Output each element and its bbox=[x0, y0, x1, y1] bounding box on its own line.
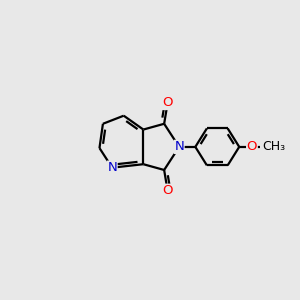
Text: N: N bbox=[107, 161, 117, 174]
Text: N: N bbox=[174, 140, 184, 153]
Text: O: O bbox=[162, 97, 173, 110]
Text: O: O bbox=[247, 140, 257, 153]
Text: O: O bbox=[162, 184, 173, 197]
Text: CH₃: CH₃ bbox=[262, 140, 285, 153]
